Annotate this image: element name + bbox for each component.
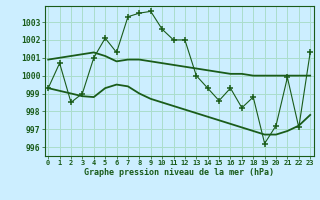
X-axis label: Graphe pression niveau de la mer (hPa): Graphe pression niveau de la mer (hPa) — [84, 168, 274, 177]
